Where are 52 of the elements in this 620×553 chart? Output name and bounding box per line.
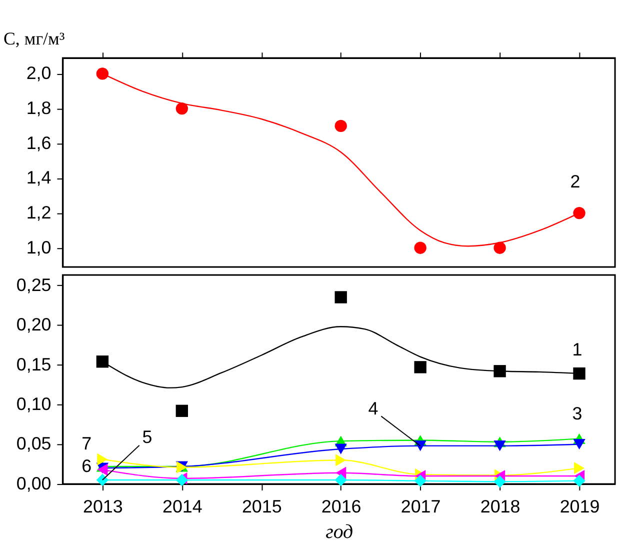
y-tick-label: 2,0: [26, 63, 52, 84]
y-tick-label: 0,15: [16, 354, 52, 374]
point: [334, 120, 347, 132]
x-tick-label: 2017: [400, 496, 441, 516]
annotation: 5: [142, 426, 152, 447]
point: [334, 444, 347, 454]
y-tick-label: 0,20: [16, 314, 52, 335]
x-axis-title: год: [326, 521, 354, 544]
point: [414, 474, 426, 487]
point: [336, 454, 346, 466]
y-tick-label: 0,00: [16, 473, 52, 494]
point: [96, 68, 109, 80]
y-tick-label: 0,05: [16, 434, 52, 454]
point: [494, 242, 506, 254]
point: [97, 464, 108, 476]
point: [97, 453, 108, 466]
point: [334, 474, 347, 486]
point: [96, 474, 109, 486]
annotation: 7: [82, 433, 92, 454]
point: [574, 462, 585, 474]
annotation: 4: [368, 398, 378, 419]
point: [494, 440, 506, 452]
y-tick-label: 0,10: [16, 394, 52, 414]
annotation: 1: [572, 339, 582, 360]
point: [494, 476, 506, 488]
y-tick-label: 1,2: [26, 202, 52, 223]
point: [573, 438, 586, 450]
y-tick-label: 1,6: [26, 132, 52, 153]
x-tick-label: 2013: [83, 496, 123, 516]
annotation: 6: [82, 456, 92, 476]
y-tick-label: 1,8: [26, 98, 52, 118]
y-tick-label: 0,25: [16, 274, 52, 295]
x-tick-label: 2015: [242, 496, 282, 516]
point: [176, 404, 188, 417]
point: [494, 365, 506, 378]
x-tick-label: 2019: [560, 496, 600, 516]
point: [176, 102, 188, 115]
point: [573, 206, 586, 220]
point: [414, 361, 426, 374]
annotation: 3: [572, 403, 582, 424]
y-axis-title: C, мг/м³: [3, 28, 66, 49]
point: [334, 291, 347, 304]
y-tick-label: 1,4: [26, 168, 52, 188]
x-tick-label: 2018: [480, 496, 520, 516]
point: [573, 367, 586, 380]
x-tick-label: 2014: [162, 496, 202, 516]
annotation: 2: [570, 171, 580, 192]
point: [96, 356, 109, 368]
x-tick-label: 2016: [321, 496, 362, 516]
point: [414, 242, 426, 254]
point: [573, 474, 586, 487]
y-tick-label: 1,0: [26, 237, 52, 258]
